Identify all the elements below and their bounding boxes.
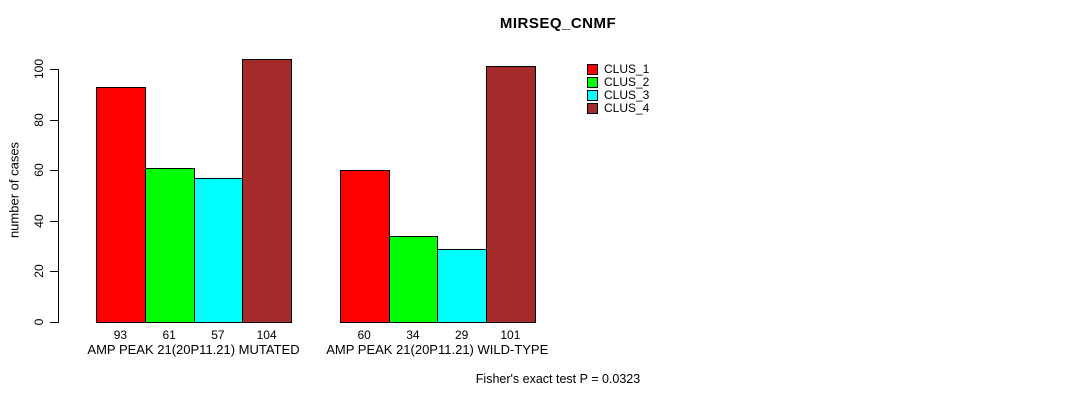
bar-clus_1-group2 — [339, 170, 390, 323]
y-axis-line — [58, 69, 59, 323]
y-tick-mark — [50, 170, 58, 172]
y-tick-mark — [50, 220, 58, 222]
bar-clus_1-group1 — [96, 86, 146, 323]
y-tick-mark — [50, 119, 58, 121]
y-tick-label: 40 — [32, 214, 46, 228]
bar-value-label: 93 — [113, 328, 128, 342]
bar-clus_2-group1 — [144, 167, 195, 323]
bar-clus_4-group2 — [486, 66, 536, 323]
y-tick-label: 0 — [32, 318, 46, 326]
x-category-label: AMP PEAK 21(20P11.21) MUTATED — [87, 342, 300, 357]
bar-clus_2-group2 — [388, 235, 439, 323]
y-tick-label: 60 — [32, 163, 46, 177]
bar-value-label: 60 — [357, 328, 371, 342]
legend-swatch-clus_4 — [587, 102, 598, 114]
chart-title: MIRSEQ_CNMF — [499, 15, 617, 32]
y-tick-label: 100 — [32, 58, 46, 80]
y-tick-mark — [50, 69, 58, 70]
bar-clus_3-group1 — [193, 177, 244, 323]
legend-label: CLUS_4 — [604, 101, 650, 115]
bar-value-label: 61 — [162, 328, 176, 342]
statistical-test-note: Fisher's exact test P = 0.0323 — [475, 372, 641, 386]
bar-clus_3-group2 — [437, 248, 487, 323]
bar-value-label: 57 — [211, 328, 225, 342]
legend-swatch-clus_3 — [587, 89, 598, 101]
bar-value-label: 104 — [256, 328, 277, 342]
legend-label: CLUS_2 — [604, 75, 650, 89]
y-tick-mark — [50, 322, 58, 323]
legend-item-clus_1: CLUS_1 — [587, 62, 649, 76]
legend-swatch-clus_2 — [587, 76, 598, 88]
bar-value-label: 101 — [500, 328, 521, 342]
bar-value-label: 29 — [454, 328, 469, 342]
legend-label: CLUS_3 — [604, 88, 650, 102]
bar-clus_4-group1 — [242, 58, 292, 323]
y-axis-title: number of cases — [6, 141, 22, 239]
y-tick-mark — [50, 271, 58, 273]
y-tick-label: 20 — [32, 264, 46, 279]
y-tick-label: 80 — [32, 112, 46, 127]
x-category-label: AMP PEAK 21(20P11.21) WILD-TYPE — [326, 342, 549, 357]
legend-item-clus_3: CLUS_3 — [587, 88, 649, 102]
legend-item-clus_2: CLUS_2 — [587, 75, 649, 89]
legend-label: CLUS_1 — [604, 62, 650, 76]
legend-swatch-clus_1 — [587, 63, 598, 75]
bar-value-label: 34 — [406, 328, 420, 342]
legend-item-clus_4: CLUS_4 — [587, 101, 649, 115]
